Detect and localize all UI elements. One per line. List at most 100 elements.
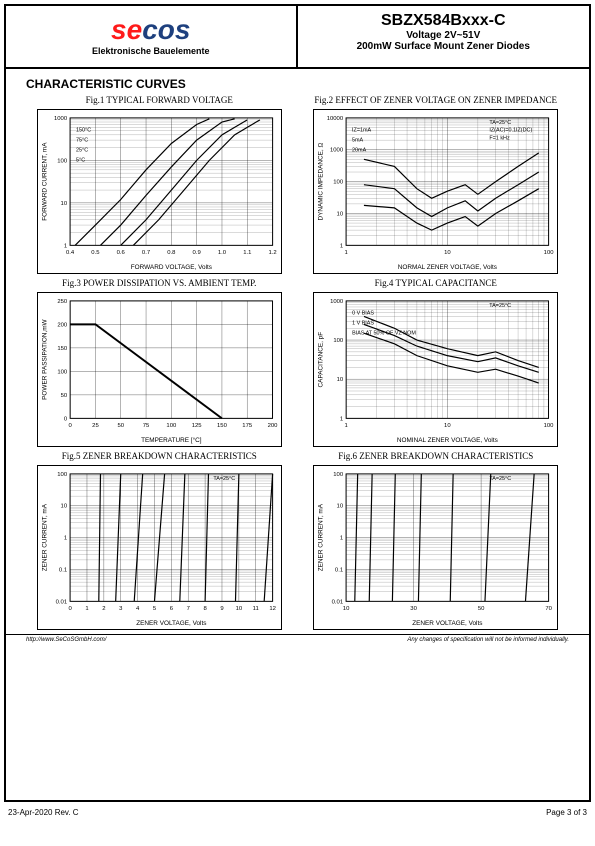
logo-text: secos (92, 14, 210, 46)
svg-text:1 V BIAS: 1 V BIAS (352, 321, 374, 327)
svg-text:IZ(AC)=0.1IZ(DC): IZ(AC)=0.1IZ(DC) (490, 128, 533, 134)
svg-text:10000: 10000 (327, 116, 344, 122)
svg-text:100: 100 (544, 423, 555, 429)
svg-text:100: 100 (544, 250, 555, 256)
svg-text:0.01: 0.01 (332, 599, 344, 605)
svg-text:ZENER CURRENT, mA: ZENER CURRENT, mA (41, 503, 48, 571)
svg-text:10: 10 (60, 504, 67, 510)
svg-text:TA=25°C: TA=25°C (490, 120, 512, 126)
footer-date-rev: 23-Apr-2020 Rev. C (8, 808, 79, 817)
chart-title-3: Fig.3 POWER DISSIPATION VS. AMBIENT TEMP… (26, 278, 293, 288)
svg-text:11: 11 (252, 606, 258, 612)
svg-text:0.6: 0.6 (116, 250, 125, 256)
svg-text:8: 8 (203, 606, 207, 612)
svg-text:F=1 kHz: F=1 kHz (490, 136, 511, 142)
header-part-cell: SBZX584Bxxx-C Voltage 2V~51V 200mW Surfa… (298, 6, 590, 67)
header-logo-cell: secos Elektronische Bauelemente (6, 6, 298, 67)
chart-fig2: Fig.2 EFFECT OF ZENER VOLTAGE ON ZENER I… (303, 95, 570, 274)
svg-text:10: 10 (343, 606, 350, 612)
svg-text:1: 1 (340, 416, 343, 422)
footer-disclaimer: Any changes of specification will not be… (407, 637, 569, 643)
inner-footer: http://www.SeCoSGmbH.com/ Any changes of… (6, 634, 589, 645)
svg-text:1.2: 1.2 (268, 250, 276, 256)
svg-text:BIAS AT 50% OF VZ NOM: BIAS AT 50% OF VZ NOM (352, 330, 416, 336)
chart-fig4: Fig.4 TYPICAL CAPACITANCE 1 10 100 1 10 100 10… (303, 278, 570, 447)
chart-title-2: Fig.2 EFFECT OF ZENER VOLTAGE ON ZENER I… (303, 95, 570, 105)
chart-canvas-2: 110100110100100010000NORMAL ZENER VOLTAG… (313, 109, 558, 274)
svg-text:5mA: 5mA (352, 138, 364, 144)
chart-canvas-1: 0.40.50.60.70.80.91.01.11.21101001000FOR… (37, 109, 282, 274)
svg-text:10: 10 (235, 606, 242, 612)
svg-text:150: 150 (57, 346, 68, 352)
svg-text:0.8: 0.8 (167, 250, 176, 256)
svg-text:3: 3 (119, 606, 123, 612)
svg-text:1: 1 (340, 536, 343, 542)
svg-text:1: 1 (345, 423, 348, 429)
svg-text:100: 100 (57, 369, 68, 375)
chart-canvas-5: 01234567891011120.010.1110100ZENER VOLTA… (37, 465, 282, 630)
svg-text:125: 125 (191, 423, 202, 429)
chart-fig1: Fig.1 TYPICAL FORWARD VOLTAGE 0.40.50.60… (26, 95, 293, 274)
chart-canvas-4: 1101001101001000NOMINAL ZENER VOLTAGE, V… (313, 292, 558, 447)
charts-grid: Fig.1 TYPICAL FORWARD VOLTAGE 0.40.50.60… (6, 95, 589, 630)
svg-text:ZENER CURRENT, mA: ZENER CURRENT, mA (318, 503, 325, 571)
svg-text:DYNAMIC IMPEDANCE, Ω: DYNAMIC IMPEDANCE, Ω (318, 143, 325, 221)
svg-text:100: 100 (334, 472, 345, 478)
svg-text:POWER PASSIPATION,mW: POWER PASSIPATION,mW (41, 318, 48, 399)
svg-text:TA=25°C: TA=25°C (213, 476, 235, 482)
part-number: SBZX584Bxxx-C (302, 12, 586, 30)
svg-text:0: 0 (68, 606, 72, 612)
svg-text:25: 25 (92, 423, 99, 429)
svg-text:100: 100 (57, 158, 68, 164)
svg-text:100: 100 (57, 472, 68, 478)
svg-text:1: 1 (340, 243, 343, 249)
svg-text:TA=25°C: TA=25°C (490, 303, 512, 309)
chart-title-1: Fig.1 TYPICAL FORWARD VOLTAGE (26, 95, 293, 105)
svg-text:0.9: 0.9 (192, 250, 200, 256)
svg-text:50: 50 (117, 423, 124, 429)
svg-text:9: 9 (220, 606, 223, 612)
svg-text:100: 100 (334, 338, 345, 344)
svg-text:1000: 1000 (330, 148, 344, 154)
svg-text:10: 10 (444, 423, 451, 429)
chart-fig5: Fig.5 ZENER BREAKDOWN CHARACTERISTICS 01… (26, 451, 293, 630)
chart-fig3: Fig.3 POWER DISSIPATION VS. AMBIENT TEMP… (26, 278, 293, 447)
svg-text:175: 175 (242, 423, 253, 429)
svg-text:10: 10 (337, 377, 344, 383)
chart-canvas-3: 0255075100125150175200050100150200250TEM… (37, 292, 282, 447)
page-border: secos Elektronische Bauelemente SBZX584B… (4, 4, 591, 802)
svg-text:10: 10 (444, 250, 451, 256)
svg-text:0 V BIAS: 0 V BIAS (352, 311, 374, 317)
svg-text:150°C: 150°C (76, 128, 91, 134)
svg-text:IZ=1mA: IZ=1mA (352, 128, 372, 134)
voltage-range: Voltage 2V~51V (302, 30, 586, 41)
svg-text:1: 1 (64, 243, 67, 249)
svg-text:0.1: 0.1 (335, 567, 343, 573)
svg-text:1000: 1000 (54, 116, 68, 122)
chart-title-4: Fig.4 TYPICAL CAPACITANCE (303, 278, 570, 288)
logo-subtitle: Elektronische Bauelemente (92, 46, 210, 56)
svg-text:0: 0 (64, 416, 68, 422)
svg-text:7: 7 (186, 606, 189, 612)
svg-text:6: 6 (169, 606, 173, 612)
svg-text:0.1: 0.1 (59, 567, 67, 573)
svg-text:5°C: 5°C (76, 157, 85, 163)
chart-canvas-6: 103050700.010.1110100ZENER VOLTAGE, Volt… (313, 465, 558, 630)
svg-text:70: 70 (546, 606, 553, 612)
chart-fig6: Fig.6 ZENER BREAKDOWN CHARACTERISTICS 10… (303, 451, 570, 630)
svg-text:TEMPERATURE [°C]: TEMPERATURE [°C] (141, 436, 202, 444)
svg-text:75°C: 75°C (76, 138, 88, 144)
svg-text:1: 1 (85, 606, 88, 612)
svg-text:20mA: 20mA (352, 147, 367, 153)
svg-text:10: 10 (337, 504, 344, 510)
svg-text:50: 50 (478, 606, 485, 612)
svg-text:100: 100 (166, 423, 177, 429)
svg-text:30: 30 (411, 606, 418, 612)
svg-text:2: 2 (102, 606, 105, 612)
part-description: 200mW Surface Mount Zener Diodes (302, 41, 586, 52)
svg-text:CAPACITANCE, pF: CAPACITANCE, pF (318, 332, 325, 388)
svg-text:ZENER VOLTAGE, Volts: ZENER VOLTAGE, Volts (136, 620, 206, 627)
svg-text:NORMAL ZENER VOLTAGE, Volts: NORMAL ZENER VOLTAGE, Volts (398, 264, 497, 271)
svg-text:1000: 1000 (330, 299, 344, 305)
svg-text:1: 1 (345, 250, 348, 256)
